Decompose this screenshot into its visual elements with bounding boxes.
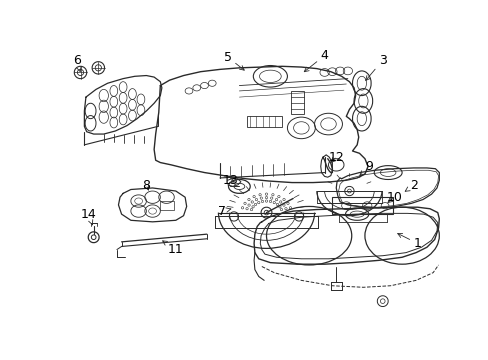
Text: 14: 14 xyxy=(80,208,96,225)
Bar xyxy=(332,197,392,214)
Text: 2: 2 xyxy=(405,179,417,192)
Text: 7: 7 xyxy=(218,204,230,217)
Text: 10: 10 xyxy=(386,191,402,204)
Bar xyxy=(160,201,174,210)
Text: 1: 1 xyxy=(397,234,421,250)
Bar xyxy=(290,91,304,114)
Text: 12: 12 xyxy=(328,150,344,164)
Text: 4: 4 xyxy=(304,49,328,72)
Text: 6: 6 xyxy=(73,54,81,72)
Text: 5: 5 xyxy=(224,50,244,70)
Text: 8: 8 xyxy=(142,179,150,192)
Text: 9: 9 xyxy=(359,160,373,175)
Bar xyxy=(246,116,282,127)
Text: 3: 3 xyxy=(365,54,386,80)
Text: 13: 13 xyxy=(222,174,238,187)
Text: 11: 11 xyxy=(163,241,183,256)
